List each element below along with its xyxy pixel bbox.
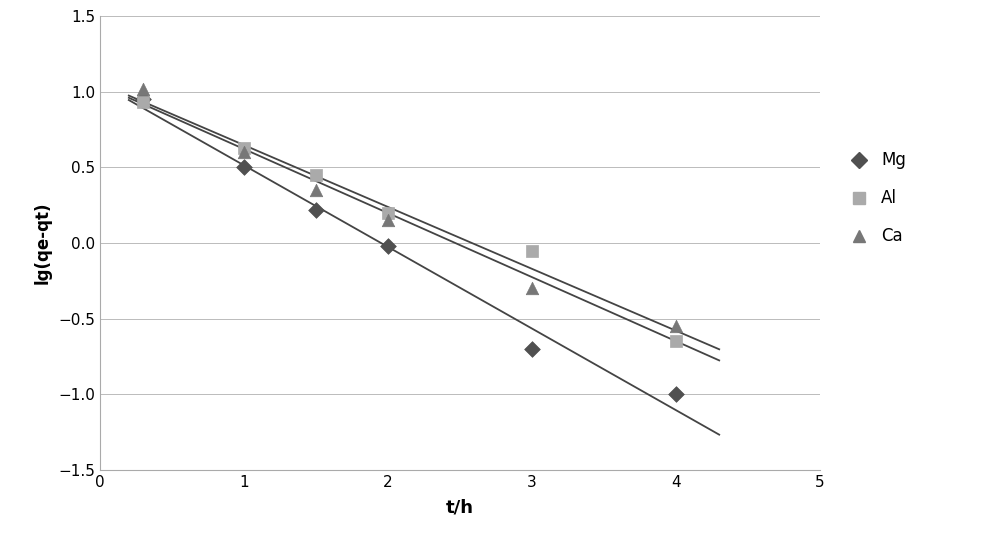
Y-axis label: lg(qe-qt): lg(qe-qt) [33,202,51,284]
Point [668,337,684,345]
Point [308,206,324,214]
Legend: Mg, Al, Ca: Mg, Al, Ca [843,152,906,246]
Point [380,216,396,224]
Point [308,186,324,194]
Point [524,246,540,255]
Point [135,95,151,104]
Point [668,390,684,398]
Point [308,171,324,179]
Point [668,322,684,331]
Point [380,208,396,217]
Point [236,143,252,152]
Point [524,344,540,353]
Point [380,242,396,250]
Point [236,163,252,171]
Point [135,98,151,106]
Point [135,84,151,93]
Point [236,148,252,156]
X-axis label: t/h: t/h [446,498,474,516]
Point [524,284,540,293]
